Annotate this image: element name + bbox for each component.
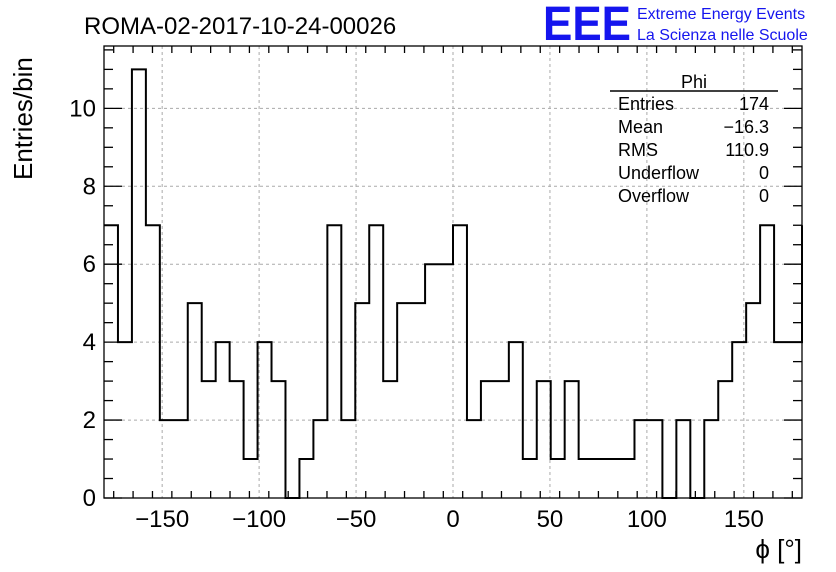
x-axis-label: ϕ [°] bbox=[755, 534, 802, 564]
stats-label-entries: Entries bbox=[618, 94, 674, 114]
y-axis-label: Entries/bin bbox=[8, 57, 38, 180]
grid-lines bbox=[104, 46, 802, 498]
x-tick-label: −50 bbox=[336, 506, 377, 533]
tick-labels: −150 −100 −50 0 50 100 150 0 2 4 6 8 10 bbox=[69, 95, 764, 533]
logo-line-2: La Scienza nelle Scuole bbox=[637, 27, 808, 44]
y-tick-label: 0 bbox=[83, 485, 96, 512]
stats-row-rms: RMS 110.9 bbox=[618, 140, 769, 160]
x-tick-label: 50 bbox=[537, 506, 564, 533]
chart-title: ROMA-02-2017-10-24-00026 bbox=[84, 13, 396, 40]
logo-letters: EEE bbox=[543, 0, 631, 51]
stats-value-overflow: 0 bbox=[759, 186, 769, 206]
logo-line-1: Extreme Energy Events bbox=[637, 6, 805, 23]
y-tick-label: 6 bbox=[83, 251, 96, 278]
stats-row-overflow: Overflow 0 bbox=[618, 186, 769, 206]
y-tick-label: 2 bbox=[83, 407, 96, 434]
y-tick-label: 10 bbox=[69, 95, 96, 122]
stats-name: Phi bbox=[681, 72, 707, 92]
x-tick-label: 150 bbox=[724, 506, 764, 533]
histogram-series-phi bbox=[104, 68, 803, 499]
stats-value-rms: 110.9 bbox=[725, 140, 769, 160]
stats-row-underflow: Underflow 0 bbox=[618, 163, 769, 183]
x-tick-label: −100 bbox=[232, 506, 286, 533]
axis-ticks bbox=[104, 46, 802, 499]
stats-box: Phi Entries 174 Mean −16.3 RMS 110.9 Und… bbox=[610, 72, 778, 206]
x-tick-label: 100 bbox=[627, 506, 667, 533]
y-tick-label: 4 bbox=[83, 329, 96, 356]
stats-row-entries: Entries 174 bbox=[618, 94, 769, 114]
y-tick-label: 8 bbox=[83, 173, 96, 200]
stats-label-underflow: Underflow bbox=[618, 163, 700, 183]
plot-frame bbox=[103, 45, 803, 499]
x-tick-label: −150 bbox=[135, 506, 189, 533]
stats-label-overflow: Overflow bbox=[618, 186, 690, 206]
stats-value-mean: −16.3 bbox=[723, 117, 769, 137]
stats-label-rms: RMS bbox=[618, 140, 658, 160]
eee-logo: EEE Extreme Energy Events La Scienza nel… bbox=[543, 0, 808, 51]
stats-value-entries: 174 bbox=[739, 94, 769, 114]
stats-value-underflow: 0 bbox=[759, 163, 769, 183]
stats-row-mean: Mean −16.3 bbox=[618, 117, 769, 137]
stats-label-mean: Mean bbox=[618, 117, 663, 137]
x-tick-label: 0 bbox=[446, 506, 459, 533]
